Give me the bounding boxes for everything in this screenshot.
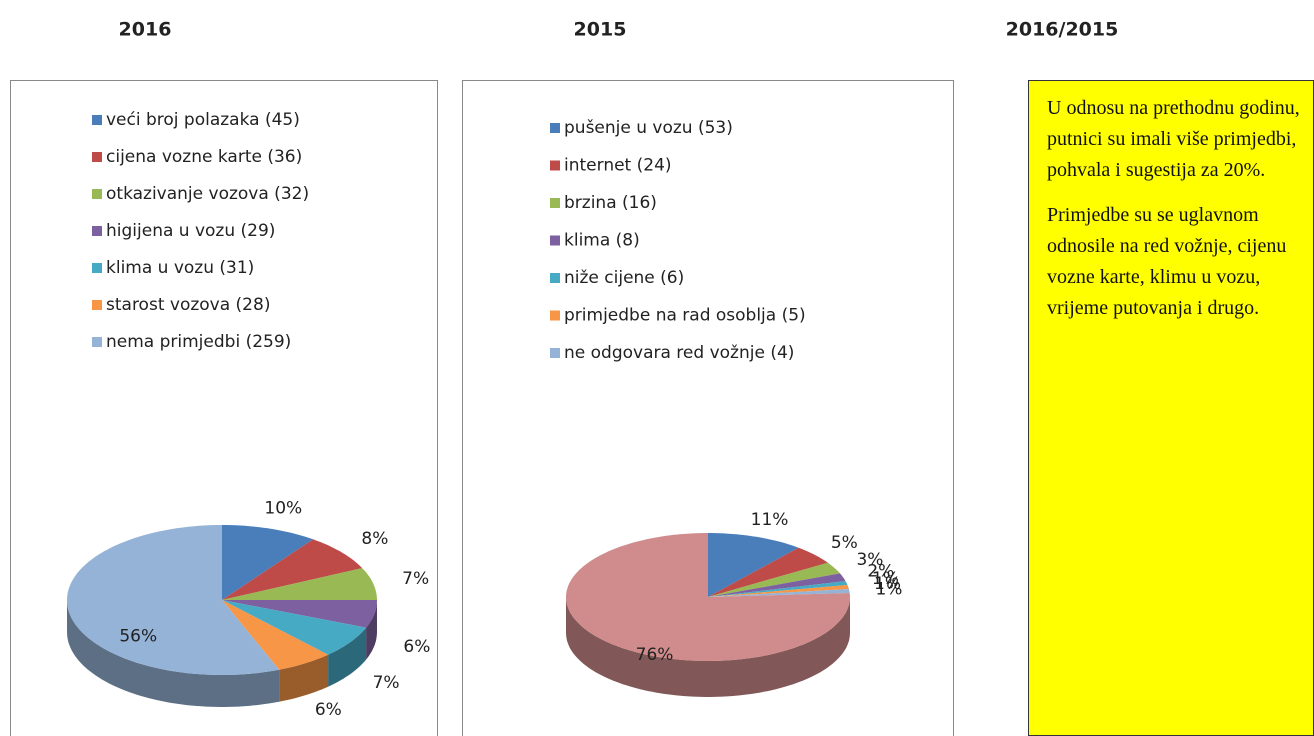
data-label: 6% — [315, 700, 342, 720]
legend-label: higijena u vozu (29) — [106, 221, 275, 241]
slice — [708, 562, 840, 597]
legend-swatch — [550, 198, 560, 208]
note-text: U odnosu na prethodnu godinu, putnici su… — [1047, 97, 1300, 181]
legend-label: brzina (16) — [564, 193, 657, 213]
slice — [708, 589, 850, 597]
slice — [222, 539, 363, 600]
legend-swatch — [92, 226, 102, 236]
data-label: 6% — [403, 637, 430, 657]
slice — [222, 525, 314, 600]
data-label: 56% — [119, 627, 157, 647]
data-label: 2% — [867, 562, 894, 582]
legend-swatch — [550, 273, 560, 283]
data-label: 5% — [831, 533, 858, 553]
slice — [222, 600, 367, 655]
legend-label: starost vozova (28) — [106, 295, 270, 315]
legend-swatch — [92, 115, 102, 125]
data-label: 1% — [874, 574, 901, 594]
legend-swatch — [550, 160, 560, 171]
legend-swatch — [92, 152, 102, 162]
legend-swatch — [92, 337, 102, 347]
data-label: 76% — [636, 645, 674, 665]
slice-side — [366, 600, 377, 660]
header: 2016 — [119, 19, 172, 41]
legend-label: nema primjedbi (259) — [106, 332, 291, 352]
legend-label: otkazivanje vozova (32) — [106, 184, 309, 204]
slice — [566, 533, 850, 661]
legend-swatch — [92, 300, 102, 310]
legend-swatch — [550, 235, 560, 246]
legend-swatch — [92, 263, 102, 273]
slice — [708, 585, 849, 597]
slice — [708, 533, 799, 597]
legend-label: niže cijene (6) — [564, 268, 684, 288]
header: 2016/2015 — [1006, 19, 1119, 41]
note-text: Primjedbe su se uglavnom odnosile na red… — [1047, 204, 1287, 319]
legend-label: internet (24) — [564, 156, 672, 176]
data-label: 7% — [373, 673, 400, 693]
legend-label: cijena vozne karte (36) — [106, 147, 302, 167]
slice — [222, 600, 329, 670]
data-label: 10% — [264, 499, 302, 519]
legend-swatch — [550, 123, 560, 133]
legend-swatch — [550, 348, 560, 358]
legend-swatch — [550, 310, 560, 321]
slice-side — [328, 627, 367, 687]
header: 2015 — [574, 19, 627, 41]
slice — [222, 600, 377, 628]
data-label: 8% — [361, 529, 388, 549]
legend-swatch — [92, 189, 102, 199]
note-box: U odnosu na prethodnu godinu, putnici su… — [1028, 80, 1314, 736]
data-label: 3% — [856, 550, 883, 570]
legend-label: klima (8) — [564, 231, 640, 251]
slice — [708, 581, 848, 597]
data-label: 7% — [402, 569, 429, 589]
slice — [222, 568, 377, 600]
slice — [67, 525, 280, 675]
slice-side — [566, 597, 850, 697]
legend-label: pušenje u vozu (53) — [564, 118, 733, 138]
slice — [708, 547, 828, 597]
legend-label: primjedbe na rad osoblja (5) — [564, 306, 806, 326]
slice-side — [279, 654, 329, 702]
slice-side — [67, 600, 280, 707]
data-label: 1% — [875, 579, 902, 599]
legend-label: veći broj polazaka (45) — [106, 110, 300, 130]
legend-label: klima u vozu (31) — [106, 258, 254, 278]
slice — [708, 573, 846, 597]
data-label: 11% — [751, 510, 789, 530]
data-label: 1% — [872, 569, 899, 589]
legend-label: ne odgovara red vožnje (4) — [564, 343, 794, 363]
